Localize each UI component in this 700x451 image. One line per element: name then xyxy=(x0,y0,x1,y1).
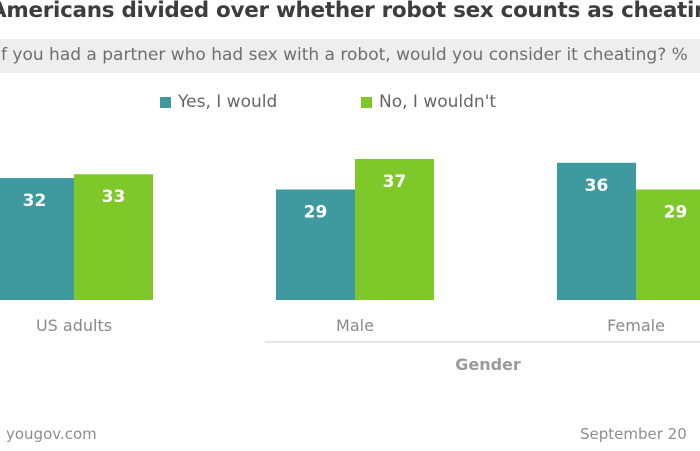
bar-male-yes xyxy=(276,189,355,300)
bar-us-adults-no xyxy=(74,174,153,300)
source-label: yougov.com xyxy=(6,425,97,443)
bar-female-no xyxy=(636,189,700,300)
value-labels-layer: 32 33 29 37 36 29 xyxy=(23,172,688,222)
bar-us-adults-yes xyxy=(0,178,74,300)
legend-label-no: No, I wouldn't xyxy=(379,92,497,112)
bar-female-yes xyxy=(557,162,636,300)
bars-layer xyxy=(0,159,700,300)
chart-title: Americans divided over whether robot sex… xyxy=(0,0,700,23)
category-labels-layer: US adults Male Female xyxy=(36,316,665,335)
legend-item-yes: Yes, I would xyxy=(160,92,277,112)
value-label-male-no: 37 xyxy=(383,172,407,192)
bar-male-no xyxy=(355,159,434,300)
category-label-female: Female xyxy=(607,316,665,335)
chart-subtitle: If you had a partner who had sex with a … xyxy=(0,45,688,65)
value-label-us-adults-yes: 32 xyxy=(23,191,47,211)
legend-item-no: No, I wouldn't xyxy=(361,92,496,112)
legend-swatch-no xyxy=(361,96,372,108)
value-label-female-yes: 36 xyxy=(585,176,609,196)
chart-subtitle-band: If you had a partner who had sex with a … xyxy=(0,39,700,73)
group-label-gender: Gender xyxy=(455,355,521,374)
legend-swatch-yes xyxy=(160,96,171,108)
legend-label-yes: Yes, I would xyxy=(178,92,278,112)
date-label: September 20 xyxy=(580,425,687,443)
value-label-male-yes: 29 xyxy=(304,202,328,222)
category-label-male: Male xyxy=(336,316,374,335)
category-label-us-adults: US adults xyxy=(36,316,112,335)
value-label-us-adults-no: 33 xyxy=(102,187,126,207)
value-label-female-no: 29 xyxy=(664,202,688,222)
